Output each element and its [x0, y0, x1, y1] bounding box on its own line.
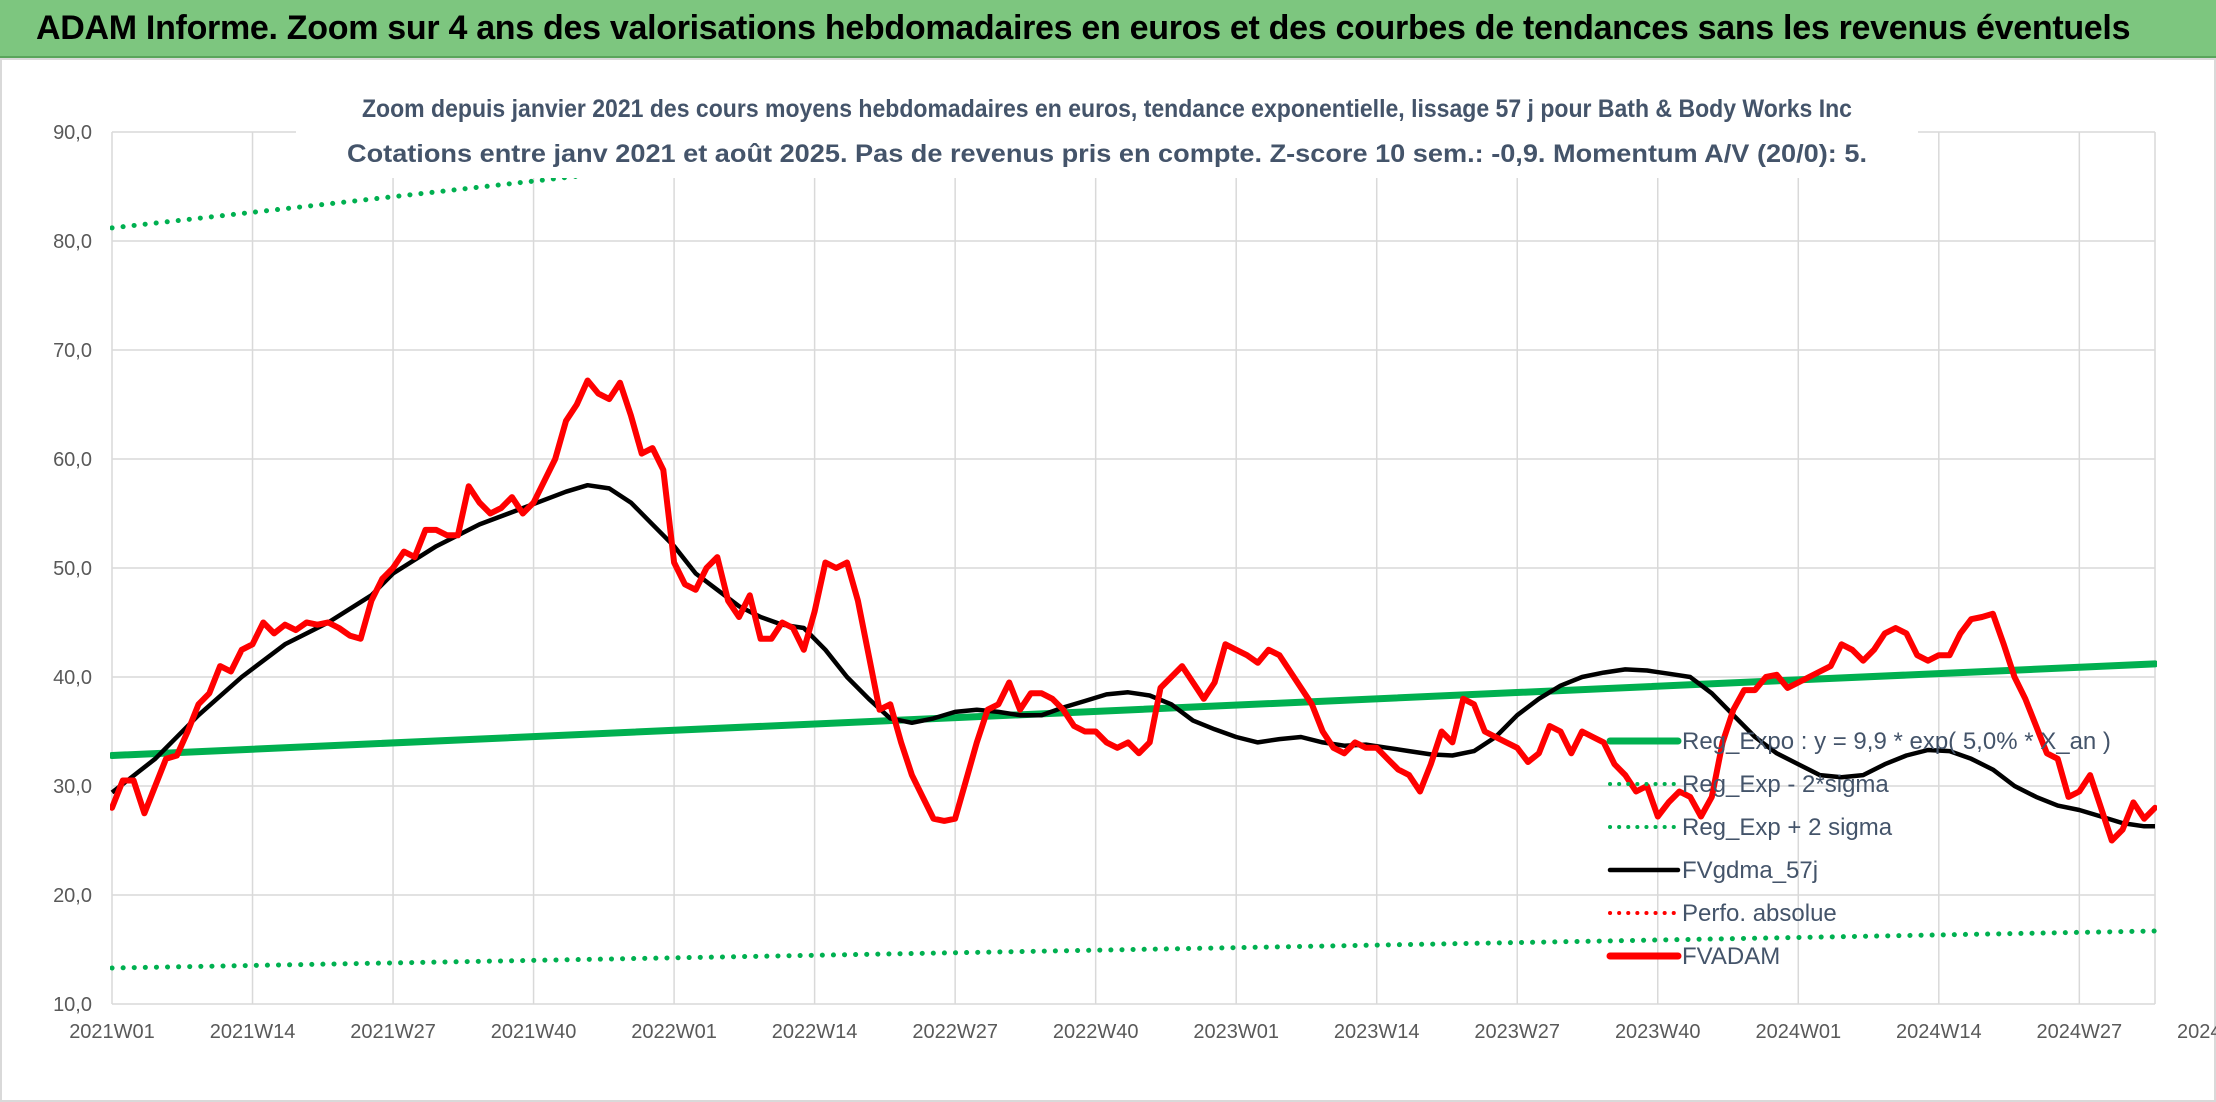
legend-label: FVADAM: [1682, 943, 1780, 970]
y-tick-label: 80,0: [53, 231, 92, 253]
title-background: [296, 86, 1918, 178]
y-tick-label: 60,0: [53, 449, 92, 471]
series-reg-plus-2sigma: [110, 128, 1035, 231]
x-tick-label: 2023W27: [1474, 1021, 1560, 1043]
y-tick-label: 20,0: [53, 885, 92, 907]
chart-frame: [0, 58, 2216, 1102]
y-tick-label: 10,0: [53, 994, 92, 1016]
x-tick-label: 2021W14: [210, 1021, 296, 1043]
series-reg-minus-2sigma: [110, 928, 2157, 971]
y-axis-ticks: 10,0 20,0 30,0 40,0 50,0 60,0 70,0 80,0 90,0: [53, 122, 92, 1016]
x-tick-label: 2021W01: [69, 1021, 155, 1043]
x-tick-label: 2021W40: [491, 1021, 577, 1043]
y-tick-label: 40,0: [53, 667, 92, 689]
legend-label: Reg_Expo : y = 9,9 * exp( 5,0% * X_an ): [1682, 728, 2111, 755]
legend-label: Reg_Exp + 2 sigma: [1682, 814, 1893, 841]
x-tick-label: 2022W01: [631, 1021, 717, 1043]
chart-series: [110, 128, 2157, 971]
legend-label: FVgdma_57j: [1682, 857, 1818, 884]
banner-title: ADAM Informe. Zoom sur 4 ans des valoris…: [36, 9, 2131, 47]
x-tick-label: 2022W14: [772, 1021, 858, 1043]
x-tick-label: 2024W01: [1755, 1021, 1841, 1043]
x-tick-label: 2023W40: [1615, 1021, 1701, 1043]
chart-title-line2: Cotations entre janv 2021 et août 2025. …: [347, 140, 1867, 168]
x-tick-label: 2022W40: [1053, 1021, 1139, 1043]
x-tick-label: 2024W14: [1896, 1021, 1982, 1043]
x-tick-label: 2021W27: [350, 1021, 436, 1043]
y-tick-label: 50,0: [53, 558, 92, 580]
chart-title-line1: Zoom depuis janvier 2021 des cours moyen…: [362, 95, 1852, 123]
series-fvadam: [110, 377, 2157, 844]
x-tick-label: 2024W40: [2177, 1021, 2216, 1043]
banner: ADAM Informe. Zoom sur 4 ans des valoris…: [0, 0, 2216, 58]
series-reg-expo: [110, 660, 2157, 759]
series-fvgdma-57j: [110, 482, 2155, 829]
y-tick-label: 30,0: [53, 776, 92, 798]
y-tick-label: 70,0: [53, 340, 92, 362]
x-tick-label: 2023W01: [1193, 1021, 1279, 1043]
x-axis-ticks: 2021W01 2021W14 2021W27 2021W40 2022W01 2022W…: [69, 1021, 2216, 1043]
chart-legend: Reg_Expo : y = 9,9 * exp( 5,0% * X_an ) R…: [1606, 728, 2111, 970]
x-tick-label: 2023W14: [1334, 1021, 1420, 1043]
legend-label: Perfo. absolue: [1682, 900, 1837, 927]
x-tick-label: 2022W27: [912, 1021, 998, 1043]
x-tick-label: 2024W27: [2037, 1021, 2123, 1043]
y-tick-label: 90,0: [53, 122, 92, 144]
legend-label: Reg_Exp - 2*sigma: [1682, 771, 1889, 798]
chart-grid: [111, 131, 2156, 1005]
